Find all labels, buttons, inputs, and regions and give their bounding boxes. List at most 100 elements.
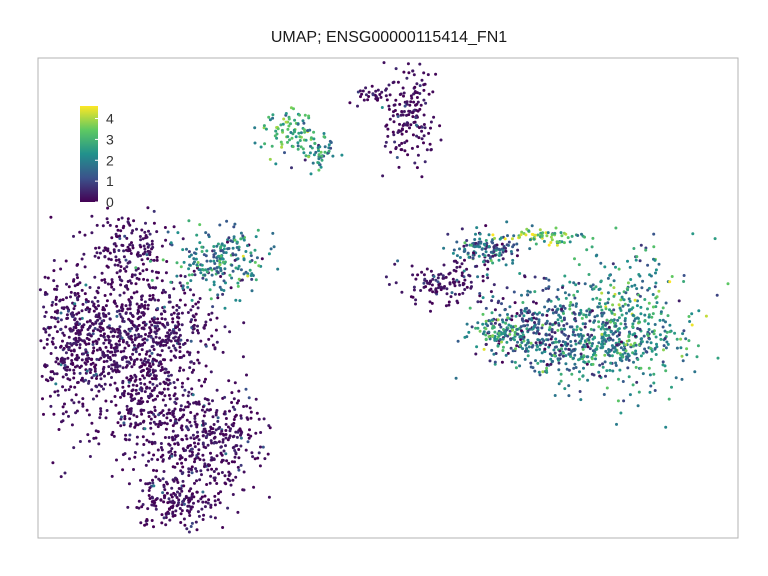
cell-point <box>524 343 528 347</box>
cell-point <box>194 257 198 261</box>
cell-point <box>448 271 452 275</box>
cell-point <box>158 420 162 423</box>
cell-point <box>576 290 579 293</box>
cell-point <box>135 302 139 306</box>
cell-point <box>595 296 599 300</box>
cell-point <box>229 483 233 487</box>
cell-point <box>611 332 615 336</box>
cell-point <box>180 311 184 315</box>
cell-point <box>164 271 168 275</box>
cell-point <box>505 286 509 290</box>
cell-point <box>590 245 594 249</box>
cell-point <box>136 317 140 321</box>
cell-point <box>400 290 404 294</box>
cell-point <box>659 310 663 314</box>
cell-point <box>559 379 563 383</box>
cell-point <box>251 455 255 459</box>
cell-point <box>525 293 529 297</box>
cell-point <box>637 320 641 324</box>
cell-point <box>62 346 66 350</box>
cell-point <box>132 362 136 366</box>
cell-point <box>191 393 195 397</box>
cell-point <box>173 450 177 454</box>
cell-point <box>366 98 370 102</box>
cell-point <box>500 242 504 246</box>
cell-point <box>551 359 555 363</box>
cell-point <box>219 249 223 253</box>
cell-point <box>183 303 187 307</box>
cell-point <box>150 389 154 393</box>
cell-point <box>599 279 603 283</box>
cell-point <box>103 308 106 312</box>
cell-point <box>215 266 219 270</box>
cell-point <box>169 449 173 453</box>
cell-point <box>145 253 149 257</box>
cell-point <box>403 123 407 127</box>
cell-point <box>637 390 641 394</box>
cell-point <box>568 307 572 311</box>
cell-point <box>225 219 229 223</box>
cell-point <box>118 275 121 279</box>
cell-point <box>129 409 133 413</box>
cell-point <box>250 289 254 293</box>
cell-point <box>587 338 591 342</box>
cell-point <box>180 437 184 441</box>
cell-point <box>571 330 575 334</box>
cell-point <box>216 296 220 300</box>
cell-point <box>567 394 571 398</box>
cell-point <box>486 260 490 264</box>
cell-point <box>127 344 131 348</box>
cell-point <box>195 412 199 416</box>
cell-point <box>314 150 318 154</box>
cell-point <box>465 243 469 247</box>
cell-point <box>211 305 215 309</box>
cell-point <box>175 304 179 307</box>
cell-point <box>152 468 155 472</box>
cell-point <box>78 440 82 443</box>
cell-point <box>260 257 264 261</box>
cell-point <box>116 421 120 425</box>
cell-point <box>52 259 56 262</box>
cell-point <box>282 117 286 121</box>
cell-point <box>478 292 482 295</box>
cell-point <box>604 307 608 311</box>
cell-point <box>495 246 499 250</box>
cell-point <box>668 280 672 284</box>
cell-point <box>87 439 91 443</box>
cell-point <box>509 346 513 350</box>
cell-point <box>192 293 196 297</box>
cell-point <box>415 96 419 99</box>
cell-point <box>170 495 174 499</box>
cell-point <box>178 345 182 349</box>
cell-point <box>533 321 536 324</box>
cell-point <box>670 275 674 278</box>
cell-point <box>214 467 218 471</box>
cell-point <box>643 298 647 301</box>
cell-point <box>624 349 628 353</box>
cell-point <box>503 308 507 312</box>
cell-point <box>184 405 188 409</box>
cell-point <box>147 370 150 374</box>
cell-point <box>59 328 63 331</box>
cell-point <box>187 489 191 493</box>
cell-point <box>162 516 166 520</box>
cell-point <box>231 478 235 482</box>
cell-point <box>181 381 184 385</box>
cell-point <box>131 323 135 327</box>
cell-point <box>244 250 248 253</box>
cell-point <box>212 436 216 440</box>
cell-point <box>171 435 174 439</box>
cell-point <box>567 368 571 372</box>
cell-point <box>446 232 450 236</box>
cell-point <box>519 338 523 341</box>
cell-point <box>614 364 618 367</box>
cell-point <box>445 287 449 291</box>
cell-point <box>228 479 232 483</box>
cell-point <box>190 318 194 322</box>
cell-point <box>188 420 192 424</box>
cell-point <box>221 526 225 529</box>
cell-point <box>559 352 563 356</box>
cell-point <box>140 348 144 352</box>
cell-point <box>71 342 75 346</box>
